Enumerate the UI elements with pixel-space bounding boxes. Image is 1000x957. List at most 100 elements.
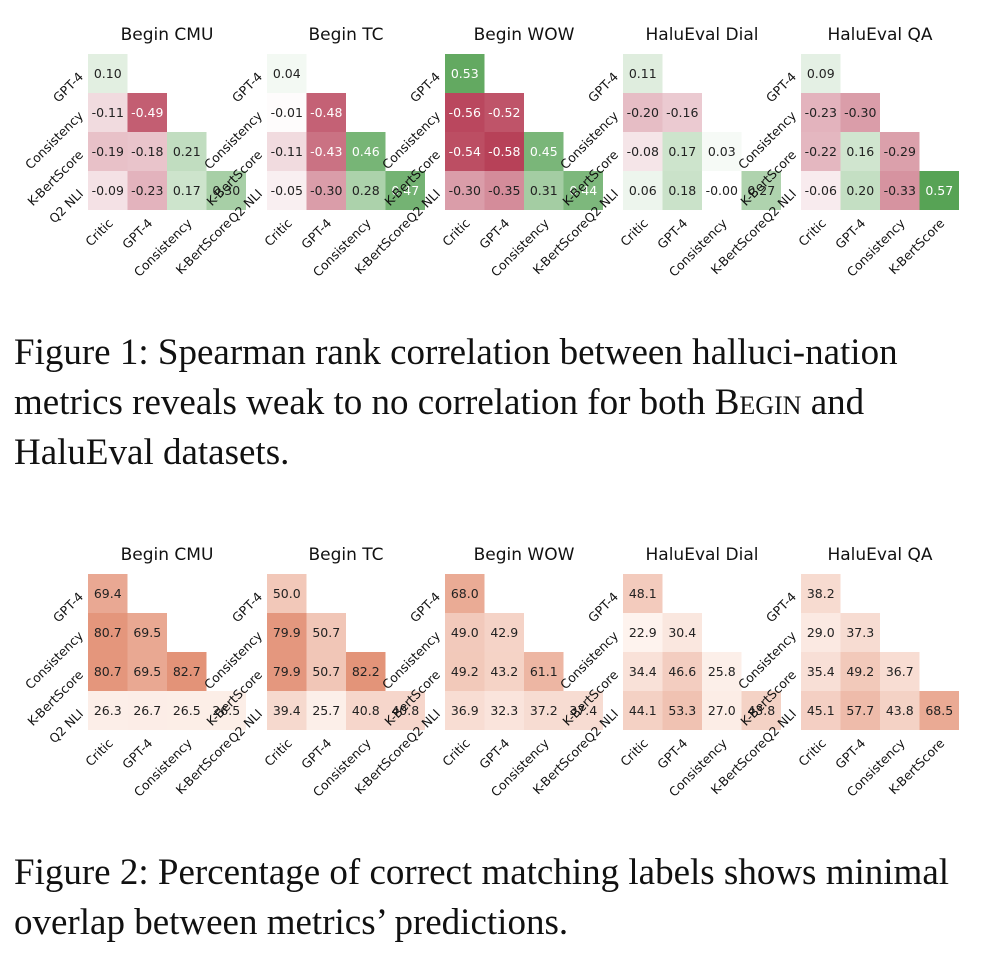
heatmap-cell	[801, 691, 841, 730]
heatmap-cell	[127, 691, 167, 730]
panel-title: HaluEval QA	[827, 25, 932, 45]
row-tick-label: Q2 NLI	[46, 706, 86, 746]
cell-value-label: 22.9	[629, 625, 657, 640]
heatmap-cell	[267, 613, 307, 652]
cell-value-label: 0.46	[352, 144, 380, 159]
heatmap-cell	[267, 54, 307, 93]
heatmap-cell	[880, 652, 920, 691]
cell-value-label: -0.35	[488, 183, 520, 198]
heatmap-cell	[880, 132, 920, 171]
heatmap-cell	[445, 171, 485, 210]
cell-value-label: 42.9	[490, 625, 518, 640]
cell-value-label: 32.3	[490, 703, 518, 718]
cell-value-label: 45.1	[807, 703, 835, 718]
col-tick-label: GPT-4	[476, 735, 512, 771]
cell-value-label: 50.0	[273, 586, 301, 601]
cell-value-label: -0.49	[131, 105, 163, 120]
col-tick-label: GPT-4	[654, 735, 690, 771]
cell-value-label: 49.2	[846, 664, 874, 679]
row-tick-label: GPT-4	[407, 69, 443, 105]
cell-value-label: -0.20	[627, 105, 659, 120]
cell-value-label: 0.10	[94, 66, 122, 81]
heatmap-cell	[206, 691, 246, 730]
cell-value-label: -0.18	[131, 144, 163, 159]
cell-value-label: -0.00	[706, 183, 738, 198]
figure-1-text-a: Spearman rank correlation between halluc…	[14, 332, 898, 423]
panel-title: Begin WOW	[474, 25, 575, 45]
cell-value-label: 40.8	[352, 703, 380, 718]
col-tick-label: GPT-4	[298, 215, 334, 251]
cell-value-label: -0.11	[271, 144, 303, 159]
cell-value-label: -0.30	[844, 105, 876, 120]
cell-value-label: 38.2	[807, 586, 835, 601]
row-tick-label: GPT-4	[50, 589, 86, 625]
cell-value-label: -0.09	[92, 183, 124, 198]
cell-value-label: 50.7	[312, 625, 340, 640]
heatmap-cell	[306, 171, 346, 210]
heatmap-cell	[445, 613, 485, 652]
cell-value-label: -0.30	[310, 183, 342, 198]
heatmap-cell	[346, 652, 386, 691]
heatmap-cell	[88, 54, 128, 93]
cell-value-label: 37.3	[846, 625, 874, 640]
heatmap-cell	[840, 171, 880, 210]
cell-value-label: -0.05	[271, 183, 303, 198]
cell-value-label: 57.7	[846, 703, 874, 718]
heatmap-cell	[127, 652, 167, 691]
heatmap-cell	[346, 171, 386, 210]
cell-value-label: -0.48	[310, 105, 342, 120]
heatmap-cell	[206, 171, 246, 210]
heatmap-cell	[702, 171, 742, 210]
cell-value-label: 36.7	[886, 664, 914, 679]
figure-2-heatmaps: Begin CMU 69.4 80.7 69.5 80.7 69.5 82.7 26.3 26.…	[22, 545, 959, 800]
cell-value-label: 0.53	[451, 66, 479, 81]
cell-value-label: 48.1	[629, 586, 657, 601]
heatmap-cell	[306, 93, 346, 132]
figure-1-heatmaps: Begin CMU 0.10 -0.11 -0.49 -0.19 -0.18 0.21 -0.…	[22, 25, 959, 280]
heatmap-cell	[445, 652, 485, 691]
cell-value-label: -0.52	[488, 105, 520, 120]
cell-value-label: 37.2	[530, 703, 558, 718]
heatmap-cell	[662, 652, 702, 691]
col-tick-label: Critic	[617, 215, 651, 249]
cell-value-label: 44.1	[629, 703, 657, 718]
heatmap-cell	[801, 93, 841, 132]
panel-title: HaluEval QA	[827, 545, 932, 565]
row-tick-label: GPT-4	[50, 69, 86, 105]
cell-value-label: 0.45	[530, 144, 558, 159]
row-tick-label: GPT-4	[585, 589, 621, 625]
heatmap-cell	[267, 691, 307, 730]
heatmap-cell	[88, 93, 128, 132]
heatmap-cell	[267, 132, 307, 171]
heatmap-cell	[840, 132, 880, 171]
heatmap-cell	[484, 652, 524, 691]
cell-value-label: 0.11	[629, 66, 657, 81]
col-tick-label: Critic	[795, 735, 829, 769]
panel-title: Begin WOW	[474, 545, 575, 565]
heatmap-cell	[623, 171, 663, 210]
cell-value-label: 35.4	[807, 664, 835, 679]
heatmap-cell	[801, 171, 841, 210]
heatmap-cell	[623, 652, 663, 691]
row-tick-label: GPT-4	[229, 69, 265, 105]
cell-value-label: 0.44	[569, 183, 597, 198]
heatmap-cell	[880, 691, 920, 730]
heatmap-cell	[662, 132, 702, 171]
col-tick-label: GPT-4	[119, 215, 155, 251]
heatmap-cell	[662, 691, 702, 730]
cell-value-label: -0.06	[805, 183, 837, 198]
figure-1-begin-smallcaps: Begin	[714, 382, 802, 423]
col-tick-label: Critic	[795, 215, 829, 249]
row-tick-label: GPT-4	[763, 589, 799, 625]
heatmap-cell	[88, 652, 128, 691]
col-tick-label: Critic	[261, 735, 295, 769]
heatmap-cell	[445, 54, 485, 93]
cell-value-label: 0.28	[352, 183, 380, 198]
cell-value-label: 0.57	[925, 183, 953, 198]
row-tick-label: GPT-4	[229, 589, 265, 625]
figure-1-text-b: and HaluEval datasets.	[14, 382, 865, 473]
cell-value-label: 26.7	[133, 703, 161, 718]
cell-value-label: 43.8	[747, 703, 775, 718]
heatmap-panel-halueval-qa: HaluEval QA 38.2 29.0 37.3 35.4 49.2 36.7 45.1 5…	[735, 545, 959, 800]
heatmap-cell	[524, 171, 564, 210]
